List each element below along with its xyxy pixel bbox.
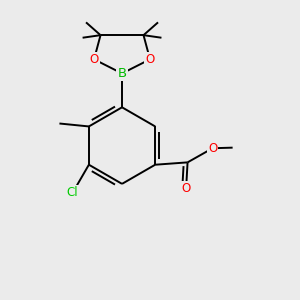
Text: B: B — [118, 67, 127, 80]
Text: O: O — [146, 53, 154, 66]
Text: O: O — [89, 53, 99, 66]
Text: O: O — [182, 182, 191, 195]
Text: Cl: Cl — [67, 186, 79, 199]
Text: O: O — [208, 142, 217, 155]
